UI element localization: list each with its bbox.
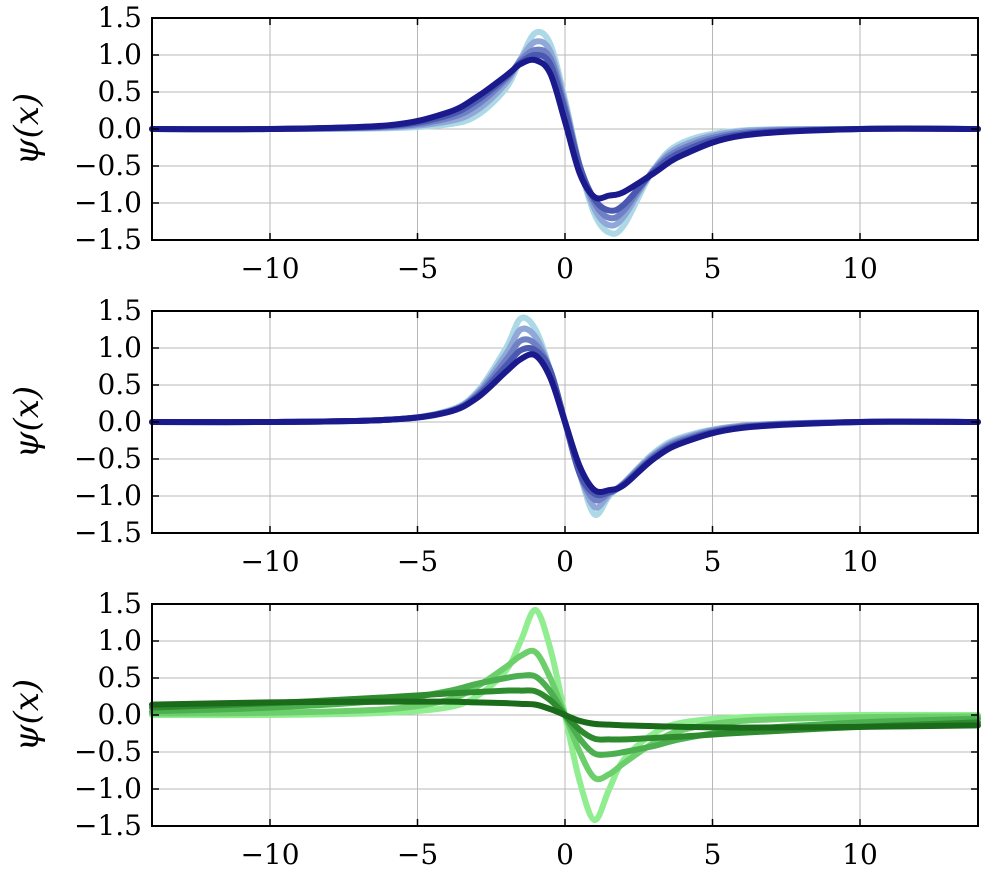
y-tick-label: −1.0 xyxy=(74,186,142,219)
x-tick-label: −10 xyxy=(240,545,299,578)
series-line-5 xyxy=(149,56,981,202)
x-tick-label: −10 xyxy=(240,838,299,871)
y-tick-label: 0.0 xyxy=(97,698,142,731)
x-tick-label: −5 xyxy=(397,838,438,871)
x-tick-label: −5 xyxy=(397,545,438,578)
y-tick-label: −0.5 xyxy=(74,442,142,475)
y-axis-label: ψ(x) xyxy=(7,386,47,458)
y-tick-label: 1.5 xyxy=(97,587,142,620)
x-tick-label: 10 xyxy=(842,838,878,871)
series-line-5 xyxy=(149,698,981,731)
x-tick-label: 0 xyxy=(556,252,574,285)
y-tick-label: −1.0 xyxy=(74,479,142,512)
x-tick-label: −10 xyxy=(240,252,299,285)
series-line-5 xyxy=(149,351,981,496)
chart-panel-1: −10 −5 0 5 10 1.5 1.0 0.5 0.0 −0.5 −1.0 −1.5 ψ(x) xyxy=(7,1,981,285)
y-tick-label: 0.0 xyxy=(97,405,142,438)
x-tick-label: 5 xyxy=(704,838,722,871)
y-tick-label: 1.5 xyxy=(97,1,142,34)
y-tick-label: 1.0 xyxy=(97,624,142,657)
y-tick-label: 1.0 xyxy=(97,331,142,364)
y-tick-label: −1.0 xyxy=(74,772,142,805)
y-tick-label: −1.5 xyxy=(74,223,142,256)
y-tick-label: −1.5 xyxy=(74,809,142,842)
x-tick-label: −5 xyxy=(397,252,438,285)
x-tick-label: 0 xyxy=(556,545,574,578)
chart-panel-3: −10 −5 0 5 10 1.5 1.0 0.5 0.0 −0.5 −1.0 −1.5 ψ(x) xyxy=(7,587,981,871)
y-tick-label: 1.0 xyxy=(97,38,142,71)
y-tick-label: 0.5 xyxy=(97,661,142,694)
y-tick-label: −1.5 xyxy=(74,516,142,549)
y-tick-label: 0.0 xyxy=(97,112,142,145)
y-tick-label: 1.5 xyxy=(97,294,142,327)
x-tick-label: 0 xyxy=(556,838,574,871)
y-tick-label: −0.5 xyxy=(74,149,142,182)
y-tick-label: 0.5 xyxy=(97,75,142,108)
y-tick-label: −0.5 xyxy=(74,735,142,768)
x-tick-label: 10 xyxy=(842,545,878,578)
y-axis-label: ψ(x) xyxy=(7,93,47,165)
chart-panel-2: −10 −5 0 5 10 1.5 1.0 0.5 0.0 −0.5 −1.0 −1.5 ψ(x) xyxy=(7,294,981,578)
x-tick-label: 10 xyxy=(842,252,878,285)
x-tick-label: 5 xyxy=(704,252,722,285)
y-tick-label: 0.5 xyxy=(97,368,142,401)
y-axis-label: ψ(x) xyxy=(7,679,47,751)
x-tick-label: 5 xyxy=(704,545,722,578)
